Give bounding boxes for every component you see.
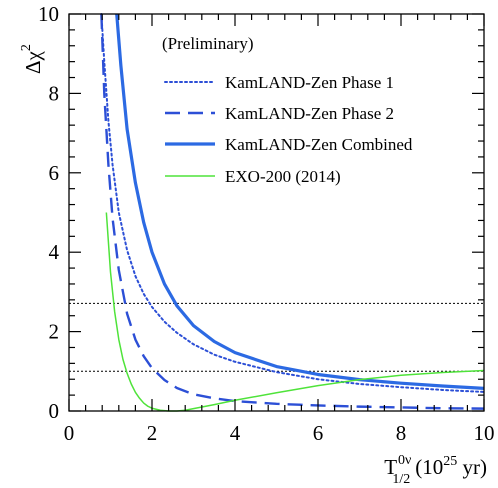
legend-label-exo-200-2014: EXO-200 (2014) (225, 167, 341, 186)
legend-label-kamland-zen-combined: KamLAND-Zen Combined (225, 135, 413, 154)
y-tick-label: 10 (38, 2, 59, 26)
annotation-preliminary: (Preliminary) (162, 34, 254, 53)
x-axis-unit: (10 (415, 455, 443, 479)
legend-label-kamland-zen-phase-1: KamLAND-Zen Phase 1 (225, 73, 394, 92)
x-axis-label: T0ν 1/2 (1025 yr) (384, 453, 487, 487)
curves (100, 13, 485, 412)
x-tick-label: 4 (230, 421, 241, 445)
series-kamland-zen-phase-2 (100, 13, 485, 410)
series-kamland-zen-combined (115, 13, 485, 390)
y-tick-label: 4 (49, 240, 60, 264)
legend-label-kamland-zen-phase-2: KamLAND-Zen Phase 2 (225, 104, 394, 123)
y-tick-label: 0 (49, 399, 60, 423)
x-tick-label: 6 (313, 421, 324, 445)
series-kamland-zen-phase-1 (100, 13, 485, 393)
x-axis-sub: 1/2 (392, 472, 410, 487)
y-tick-label: 6 (49, 161, 60, 185)
tick-labels: 0 2 4 6 8 10 0 2 4 6 8 10 (38, 2, 495, 445)
reference-lines (69, 302, 484, 372)
y-tick-label: 8 (49, 81, 60, 105)
series-exo-200-2014 (105, 212, 485, 412)
y-axis-symbol: Δχ (21, 50, 45, 74)
x-axis-sup: 0ν (398, 453, 411, 468)
x-axis-unit-sup: 25 (443, 454, 457, 469)
x-axis-symbol: T (384, 455, 397, 479)
plot-frame (68, 13, 485, 412)
x-axis-unit-end: yr) (457, 455, 487, 479)
x-tick-label: 8 (396, 421, 407, 445)
y-axis-sup: 2 (19, 44, 34, 51)
y-tick-label: 2 (49, 320, 60, 344)
x-tick-label: 10 (474, 421, 495, 445)
x-tick-label: 0 (64, 421, 75, 445)
axis-ticks (68, 13, 485, 412)
x-tick-label: 2 (147, 421, 158, 445)
legend: KamLAND-Zen Phase 1 KamLAND-Zen Phase 2 Ka… (164, 73, 413, 186)
y-axis-label: Δχ2 (19, 44, 45, 74)
